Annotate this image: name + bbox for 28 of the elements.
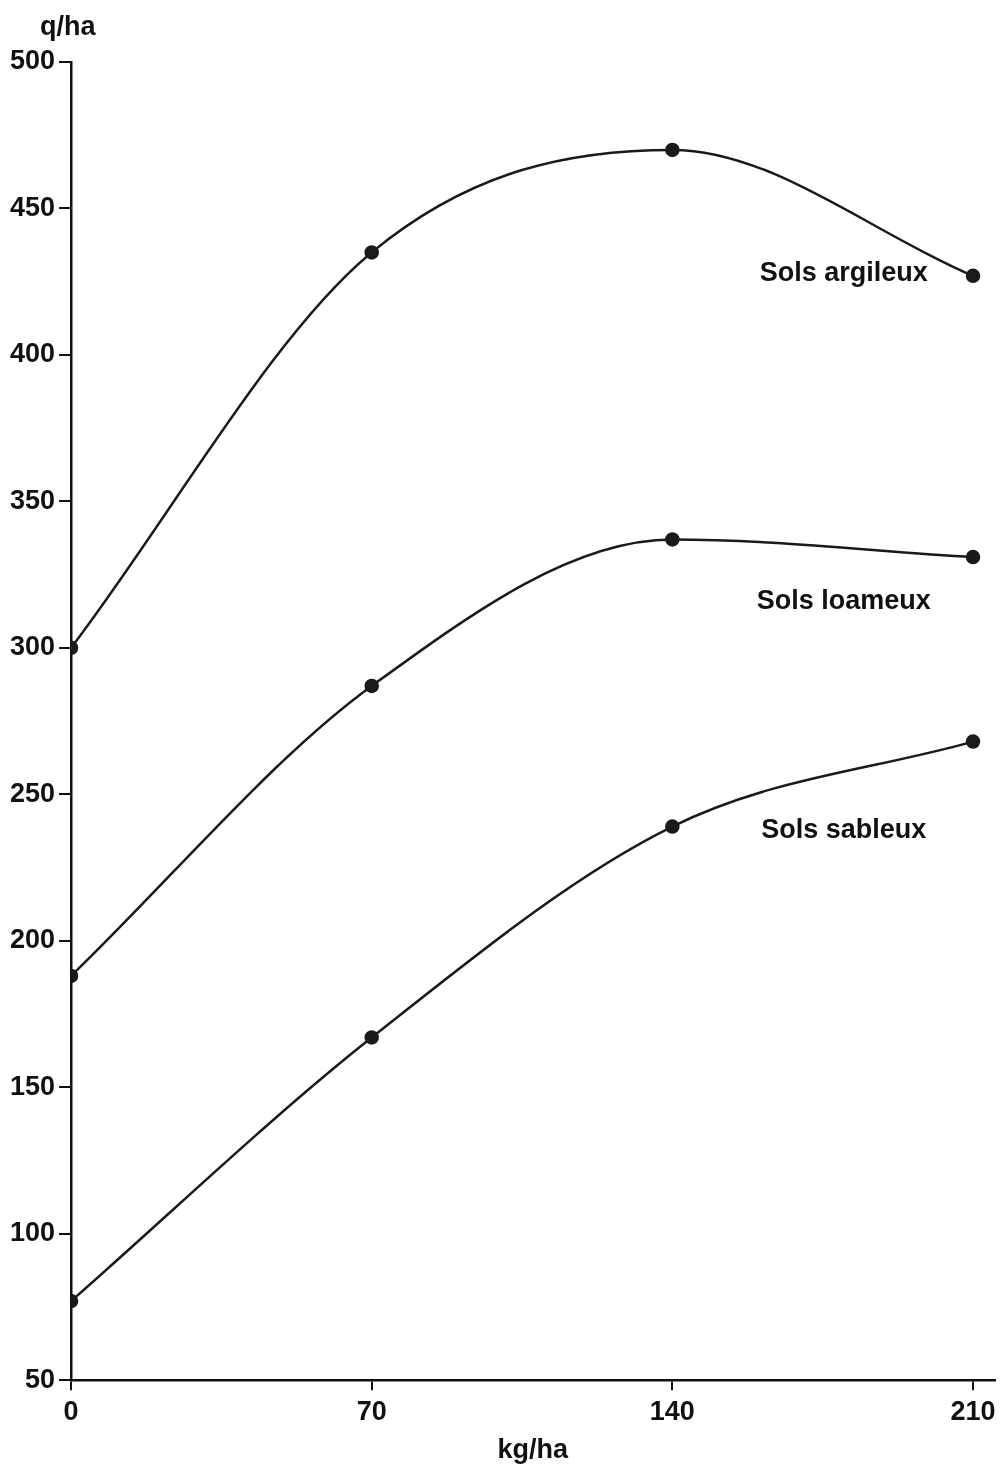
- y-tick-label: 250: [9, 777, 56, 808]
- x-axis-title: kg/ha: [497, 1434, 570, 1465]
- x-tick-label: 70: [356, 1395, 387, 1426]
- series-label: Sols argileux: [759, 257, 928, 288]
- point: [965, 549, 981, 565]
- series-label: Sols sableux: [761, 813, 927, 844]
- x-tick-label: 0: [63, 1395, 79, 1426]
- point: [665, 819, 680, 834]
- point: [364, 245, 379, 260]
- y-tick-label: 350: [9, 484, 56, 515]
- x-tick-label: 140: [649, 1395, 695, 1426]
- y-tick-label: 400: [9, 338, 56, 369]
- x-tick-label: 210: [950, 1395, 996, 1426]
- y-tick-label: 100: [9, 1217, 56, 1248]
- y-tick-label: 150: [9, 1070, 56, 1101]
- point: [965, 734, 981, 749]
- point: [665, 142, 680, 158]
- point: [965, 268, 981, 284]
- point: [364, 678, 379, 694]
- y-tick-label: 500: [9, 45, 56, 76]
- y-tick-label: 50: [25, 1363, 56, 1394]
- y-tick-label: 450: [9, 191, 56, 222]
- point: [364, 1030, 379, 1045]
- y-tick-label: 200: [9, 924, 56, 955]
- series-label: Sols loameux: [756, 584, 931, 615]
- y-axis-title: q/ha: [40, 11, 97, 41]
- y-tick-label: 300: [9, 631, 56, 662]
- point: [665, 532, 680, 547]
